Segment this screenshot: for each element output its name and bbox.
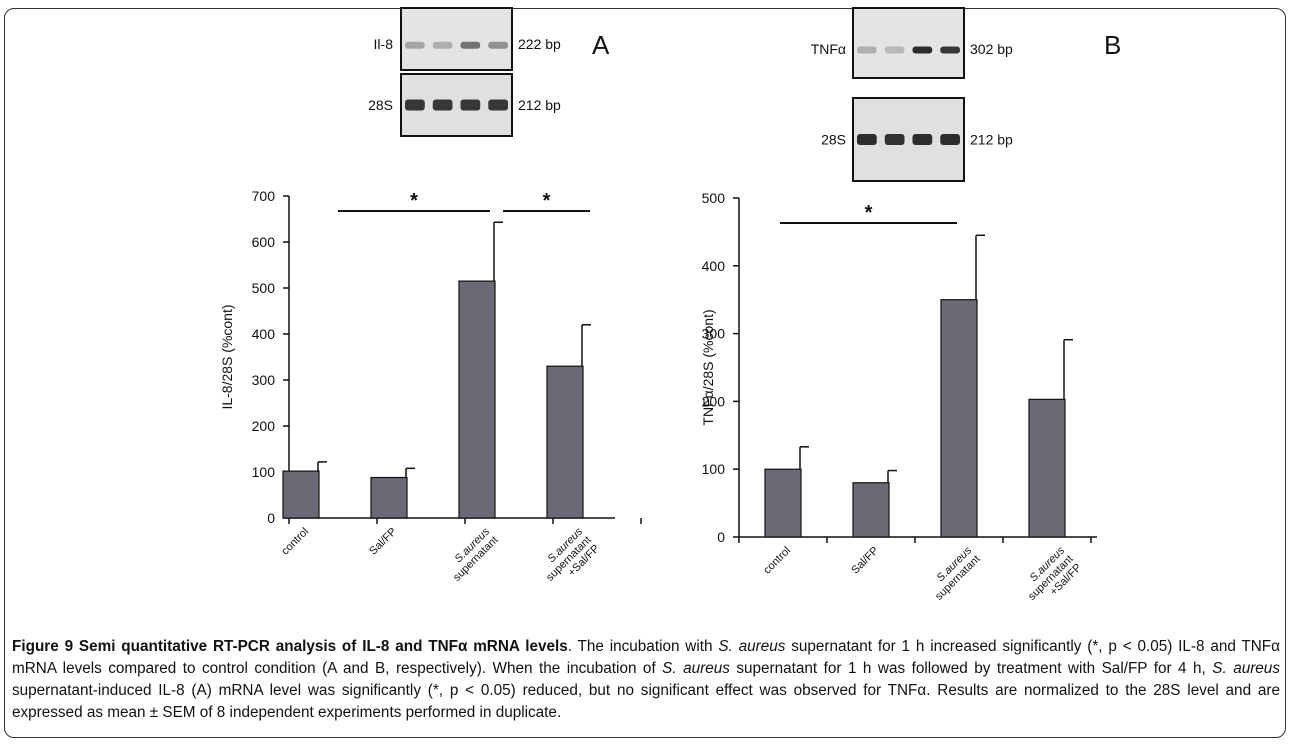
y-tick-label: 0 [267, 510, 275, 526]
significance-star: * [410, 190, 418, 212]
figure-svg: Il-8 222 bp 28S 212 bp A 0 100 200 300 400 500 600 7… [219, 7, 1121, 611]
caption-species: S. aureus [718, 638, 786, 655]
gel-target-band [857, 46, 877, 54]
gel-target-label: TNFα [811, 41, 846, 57]
gel-target-band [405, 41, 425, 49]
y-tick-label: 500 [702, 190, 726, 206]
x-tick-label: control [761, 545, 793, 577]
caption-title: Figure 9 Semi quantitative RT-PCR analys… [12, 638, 568, 655]
bar [370, 476, 408, 519]
caption-text: . The incubation with [567, 638, 719, 655]
figure-frame [4, 8, 1286, 738]
gel-target-band [488, 41, 508, 49]
gel-target-label: Il-8 [374, 36, 394, 52]
figure-caption: Figure 9 Semi quantitative RT-PCR analys… [12, 636, 1280, 724]
panel-letter: A [592, 30, 610, 60]
caption-text: supernatant for 1 h was followed by trea… [729, 660, 1213, 677]
x-tick-label: S.aureussupernatant [925, 544, 983, 602]
gel-reference-band [460, 99, 481, 111]
gel-target-band [884, 46, 905, 54]
x-tick-label: control [279, 526, 311, 558]
y-tick-label: 400 [702, 258, 726, 274]
gel-target-box [852, 7, 965, 79]
y-tick-label: 0 [717, 529, 725, 545]
gel-target-box [400, 7, 513, 71]
y-tick-label: 100 [702, 461, 726, 477]
y-tick-label: 200 [252, 418, 276, 434]
bar [546, 365, 584, 519]
gel-reference-band [405, 99, 425, 111]
gel-target-size: 222 bp [518, 36, 561, 52]
caption-species: S. aureus [662, 660, 730, 677]
caption-species: S. aureus [1212, 660, 1280, 677]
gel-reference-band [432, 99, 453, 111]
significance-star: * [865, 202, 873, 224]
panel-letter: B [1104, 30, 1121, 60]
y-tick-label: 500 [252, 280, 276, 296]
y-tick-label: 600 [252, 234, 276, 250]
significance-star: * [543, 190, 551, 212]
chart-panel-a: Il-8 222 bp 28S 212 bp A 0 100 200 300 400 500 600 7… [219, 7, 642, 592]
gel-reference-size: 212 bp [518, 97, 561, 113]
gel-reference-label: 28S [821, 132, 846, 148]
gel-reference-label: 28S [368, 97, 393, 113]
gel-target-band [912, 46, 933, 54]
gel-reference-band [488, 99, 508, 111]
y-tick-label: 700 [252, 188, 276, 204]
y-tick-label: 100 [252, 464, 276, 480]
x-tick-label: S.aureussupernatant+Sal/FP [1018, 544, 1085, 611]
gel-reference-band [884, 134, 905, 145]
caption-text: supernatant-induced IL-8 (A) mRNA level … [12, 682, 1280, 721]
bar [852, 482, 890, 538]
gel-target-band [432, 41, 453, 49]
y-tick-label: 300 [702, 326, 726, 342]
gel-target-band [940, 46, 960, 54]
x-tick-label: S.aureussupernatant+Sal/FP [536, 525, 603, 592]
x-tick-label: S.aureussupernatant [443, 525, 501, 583]
bar [1028, 398, 1066, 538]
bar [282, 470, 320, 519]
x-tick-label: Sal/FP [367, 526, 399, 558]
y-axis-label: TNFα/28S (%cont) [700, 309, 716, 425]
y-axis-label: IL-8/28S (%cont) [219, 304, 235, 409]
y-tick-label: 200 [702, 393, 726, 409]
chart-panel-b: TNFα 302 bp 28S 212 bp B 0 100 200 300 400 500 TNFα… [700, 7, 1121, 611]
y-tick-label: 400 [252, 326, 276, 342]
gel-reference-band [912, 134, 933, 145]
y-tick-label: 300 [252, 372, 276, 388]
bar [940, 299, 978, 538]
caption-body: . The incubation with S. aureus supernat… [12, 638, 1280, 721]
bar [458, 280, 496, 519]
gel-target-size: 302 bp [970, 41, 1013, 57]
gel-reference-band [857, 134, 877, 145]
x-tick-label: Sal/FP [849, 545, 881, 577]
bar [764, 468, 802, 538]
gel-reference-band [940, 134, 960, 145]
caption-text: supernatant for 1 h increased significan… [12, 638, 1280, 677]
gel-target-band [460, 41, 481, 49]
gel-reference-size: 212 bp [970, 132, 1013, 148]
